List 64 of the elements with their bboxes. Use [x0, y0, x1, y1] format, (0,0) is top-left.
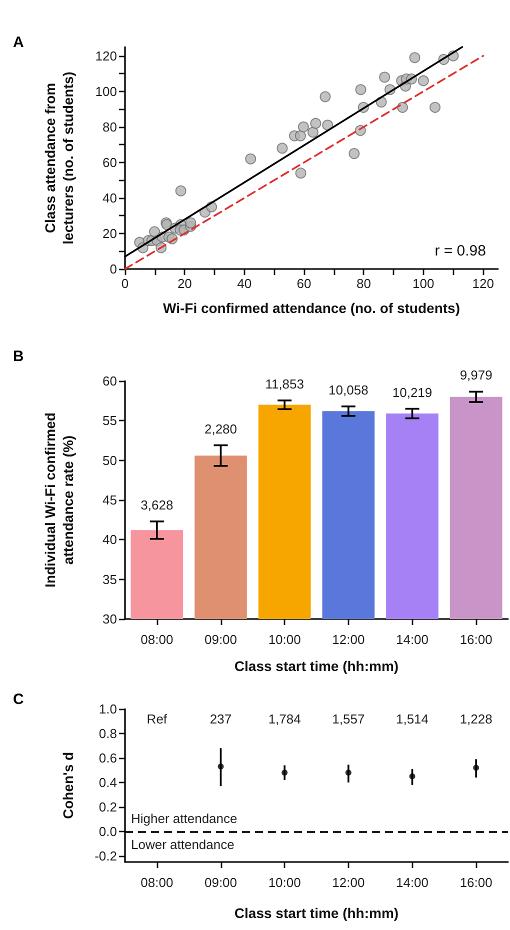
x-tick-label: 0 — [121, 276, 129, 291]
x-tick-label: 16:00 — [460, 875, 492, 890]
chart-title: C — [13, 691, 24, 708]
y-tick-label: 55 — [102, 413, 117, 428]
annotation: 1,784 — [268, 712, 301, 726]
x-tick-label: 20 — [177, 276, 192, 291]
annotation: Ref — [146, 712, 168, 726]
annotation: 9,979 — [460, 368, 492, 383]
y-tick-label: 1.0 — [98, 702, 117, 716]
x-axis-title: Class start time (hh:mm) — [234, 658, 399, 674]
x-tick-label: 08:00 — [140, 875, 174, 890]
annotation: 1,228 — [460, 712, 492, 726]
x-tick-label: 09:00 — [204, 875, 238, 890]
annotation: 2,280 — [204, 421, 238, 436]
x-tick-label: 08:00 — [140, 632, 174, 647]
x-tick-label: 12:00 — [332, 875, 365, 890]
y-tick-label: 0.4 — [98, 774, 117, 790]
y-axis-title: Individual Wi-Fi confirmed attendance rate (%) — [42, 412, 76, 588]
annotation: 10,219 — [392, 384, 432, 400]
annotation: Lower attendance — [131, 836, 234, 852]
y-tick-label: -0.2 — [94, 848, 117, 864]
y-tick-label: 35 — [102, 572, 117, 587]
annotation: 3,628 — [140, 497, 174, 512]
y-tick-label: 20 — [102, 226, 117, 241]
y-tick-label: 30 — [102, 612, 117, 626]
x-tick-label: 10:00 — [268, 875, 301, 890]
x-tick-label: 12:00 — [332, 632, 365, 647]
y-tick-label: 40 — [102, 532, 117, 548]
y-tick-label: 80 — [102, 119, 117, 134]
annotation: r = 0.98 — [434, 242, 486, 260]
x-tick-label: 60 — [296, 276, 312, 291]
annotation: Higher attendance — [131, 810, 238, 826]
y-tick-label: 45 — [102, 492, 117, 508]
y-tick-label: 50 — [102, 452, 117, 468]
annotation: 1,557 — [332, 712, 365, 726]
y-tick-label: 60 — [102, 154, 117, 170]
x-tick-label: 10:00 — [268, 632, 301, 647]
y-axis-title: Cohen's d — [60, 752, 76, 820]
x-axis-title: Wi-Fi confirmed attendance (no. of students) — [163, 300, 460, 316]
x-tick-label: 16:00 — [460, 632, 492, 647]
y-axis-title: Class attendance from lecturers (no. of students) — [42, 72, 76, 244]
y-tick-label: 0.0 — [98, 824, 117, 839]
x-tick-label: 40 — [237, 276, 252, 291]
annotation: 10,058 — [328, 382, 368, 398]
annotation: 237 — [210, 712, 232, 726]
y-tick-label: 120 — [95, 48, 117, 64]
y-tick-label: 0.8 — [98, 726, 117, 741]
annotation: 1,514 — [396, 712, 429, 726]
x-tick-label: 80 — [356, 276, 371, 291]
annotation: 11,853 — [265, 376, 304, 392]
x-tick-label: 120 — [472, 276, 494, 291]
y-tick-label: 100 — [95, 84, 117, 99]
y-tick-label: 40 — [102, 190, 117, 206]
chart-title: B — [13, 348, 24, 365]
y-tick-label: 60 — [102, 374, 117, 388]
y-tick-label: 0.2 — [98, 799, 117, 814]
x-axis-title: Class start time (hh:mm) — [234, 905, 399, 921]
chart-title: A — [13, 34, 24, 51]
x-tick-label: 09:00 — [204, 632, 238, 647]
x-tick-label: 100 — [412, 276, 434, 291]
x-tick-label: 14:00 — [396, 632, 429, 647]
y-tick-label: 0.6 — [98, 750, 117, 766]
y-tick-label: 0 — [110, 262, 117, 276]
x-tick-label: 14:00 — [396, 875, 429, 890]
